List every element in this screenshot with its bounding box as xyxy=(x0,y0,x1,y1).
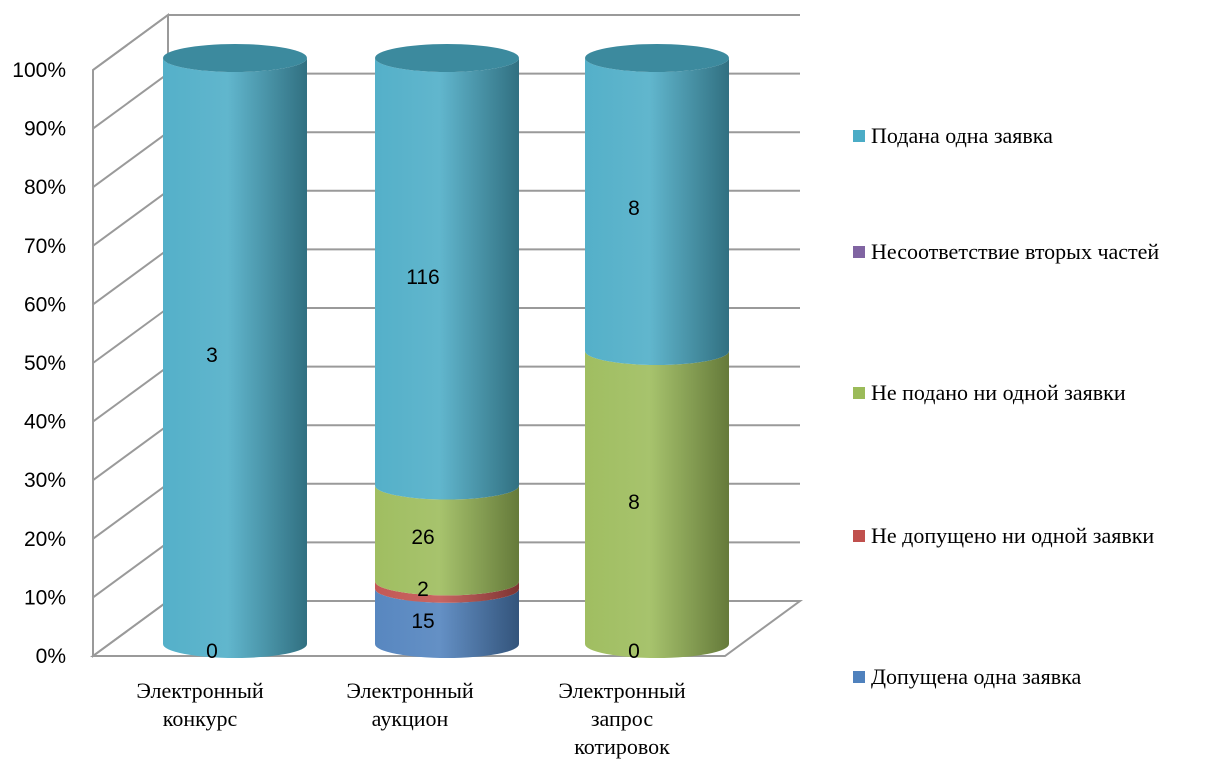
bar-segment xyxy=(375,58,519,500)
x-category-label: Электронный конкурс xyxy=(136,678,264,731)
data-label: 3 xyxy=(206,344,218,367)
x-category-label: Электронный аукцион xyxy=(346,678,474,731)
legend-swatch xyxy=(853,130,865,142)
bar-segment xyxy=(375,581,519,603)
gridline-side xyxy=(92,424,169,482)
legend-swatch xyxy=(853,671,865,683)
data-label: 15 xyxy=(411,610,434,633)
legend-swatch xyxy=(853,387,865,399)
bars xyxy=(163,44,729,658)
y-tick-label: 90% xyxy=(24,118,66,141)
bar-segment xyxy=(585,58,729,365)
legend-item: Допущена одна заявка xyxy=(853,664,1081,690)
gridline-side xyxy=(92,541,169,599)
y-axis-ticks: 0% 10% 20% 30% 40% 50% 60% 70% 80% 90% 100% xyxy=(12,59,66,668)
gridline-side xyxy=(92,131,169,189)
floor xyxy=(89,600,804,657)
bar-segment xyxy=(163,58,307,658)
legend: Подана одна заявка Несоответствие вторых … xyxy=(853,0,1231,764)
bar-column xyxy=(163,44,307,658)
y-tick-label: 70% xyxy=(24,235,66,258)
y-tick-label: 80% xyxy=(24,176,66,199)
data-label: 0 xyxy=(206,640,218,663)
data-label: 0 xyxy=(628,640,640,663)
legend-item: Несоответствие вторых частей xyxy=(853,239,1159,265)
legend-item: Не подано ни одной заявки xyxy=(853,380,1126,406)
legend-label: Несоответствие вторых частей xyxy=(871,239,1160,264)
bar-segment xyxy=(375,588,519,658)
bar-segment xyxy=(585,351,729,658)
stacked-cylinder-chart: 0% 10% 20% 30% 40% 50% 60% 70% 80% 90% 100% 0 3 15 2 2… xyxy=(12,13,804,759)
gridline-side xyxy=(92,248,169,306)
y-tick-label: 0% xyxy=(36,645,66,668)
y-tick-label: 50% xyxy=(24,352,66,375)
y-tick-label: 10% xyxy=(24,586,66,609)
x-category-label: Электронный запрос котировок xyxy=(558,678,686,759)
data-label: 8 xyxy=(628,491,640,514)
bar-top-cap xyxy=(585,44,729,72)
data-label: 8 xyxy=(628,197,640,220)
gridline-side xyxy=(92,365,169,423)
legend-item: Подана одна заявка xyxy=(853,123,1053,149)
legend-label: Допущена одна заявка xyxy=(871,664,1082,689)
y-tick-label: 20% xyxy=(24,528,66,551)
legend-label: Подана одна заявка xyxy=(871,123,1053,148)
legend-swatch xyxy=(853,246,865,258)
data-label: 26 xyxy=(411,526,434,549)
legend-swatch xyxy=(853,530,865,542)
legend-item: Не допущено ни одной заявки xyxy=(853,523,1154,549)
legend-label: Не подано ни одной заявки xyxy=(871,380,1126,405)
gridline-side xyxy=(92,482,169,540)
y-tick-label: 60% xyxy=(24,293,66,316)
y-tick-label: 30% xyxy=(24,469,66,492)
bar-top-cap xyxy=(375,44,519,72)
y-tick-label: 100% xyxy=(12,59,66,82)
gridline-side xyxy=(92,189,169,247)
gridline-side xyxy=(92,14,169,71)
bar-column xyxy=(375,44,519,658)
data-label: 2 xyxy=(417,578,429,601)
x-axis-categories: Электронный конкурс Электронный аукцион Элек… xyxy=(136,678,686,759)
bar-column xyxy=(585,44,729,658)
y-tick-label: 40% xyxy=(24,411,66,434)
gridline-side xyxy=(92,307,169,364)
data-labels: 0 3 15 2 26 116 0 8 8 xyxy=(206,197,640,663)
data-label: 116 xyxy=(406,266,439,289)
bar-top-cap xyxy=(163,44,307,72)
legend-label: Не допущено ни одной заявки xyxy=(871,523,1155,548)
bar-segment xyxy=(375,485,519,596)
gridline-side xyxy=(92,72,169,130)
